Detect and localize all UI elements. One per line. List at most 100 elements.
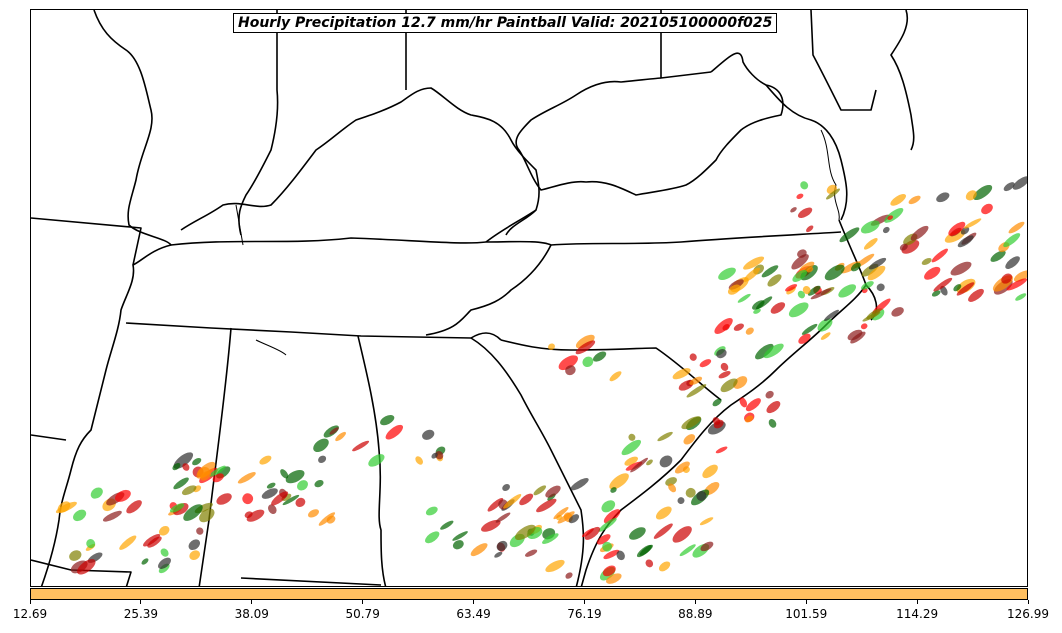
- paintball-blob: [259, 455, 272, 465]
- paintball-blob: [452, 540, 464, 550]
- paintball-blob: [718, 267, 736, 281]
- paintball-blob: [785, 284, 798, 292]
- paintball-blob: [718, 371, 731, 379]
- paintball-blob: [796, 193, 804, 199]
- paintball-blob: [271, 491, 289, 506]
- paintball-blob: [921, 257, 932, 266]
- paintball-blob: [931, 290, 941, 297]
- paintball-blob: [699, 517, 714, 526]
- paintball-blob: [810, 288, 832, 300]
- paintball-blob: [119, 535, 137, 550]
- colorbar-tick-label: 101.59: [785, 607, 828, 621]
- paintball-blob: [329, 427, 339, 435]
- paintball-blob: [624, 456, 638, 466]
- paintball-blob: [1012, 176, 1027, 190]
- paintball-blob: [645, 559, 654, 568]
- paintball-blob: [964, 218, 982, 229]
- paintball-blob: [931, 248, 948, 263]
- paintball-blob: [282, 494, 300, 506]
- paintball-blob: [606, 573, 622, 584]
- paintball-blob: [73, 509, 87, 522]
- ky-tn-va-nc-line: [170, 231, 842, 246]
- paintball-blob: [308, 509, 319, 518]
- tn-south-line: [125, 322, 502, 341]
- paintball-blob: [720, 362, 729, 371]
- paintball-blob: [800, 181, 809, 190]
- paintball-blob: [791, 254, 809, 270]
- paintball-blob: [797, 290, 806, 299]
- paintball-blob: [824, 309, 839, 322]
- fl-ga-line: [240, 577, 382, 586]
- paintball-blob: [860, 323, 868, 330]
- paintball-blob: [380, 414, 395, 426]
- state-boundaries: [31, 10, 915, 586]
- paintball-blob: [968, 288, 984, 302]
- paintball-blob: [196, 527, 204, 535]
- va-md-line: [765, 84, 848, 221]
- paintball-blob: [755, 296, 773, 310]
- nc-sc-line: [500, 339, 722, 401]
- paintball-blob: [1008, 221, 1025, 234]
- paintball-blob: [502, 483, 510, 492]
- paintball-blob: [57, 501, 71, 513]
- paintball-blob: [973, 184, 993, 201]
- paintball-blob: [860, 220, 880, 234]
- ms-al-line: [198, 327, 232, 586]
- paintball-blob: [1001, 273, 1013, 284]
- paintball-blob: [368, 454, 385, 467]
- paintball-blob: [839, 227, 860, 243]
- paintball-blob: [702, 464, 718, 479]
- paintball-blob: [788, 302, 809, 318]
- paintball-blob: [876, 283, 885, 292]
- paintball-blob: [630, 457, 648, 473]
- paintball-blob: [143, 533, 161, 547]
- paintball-blob: [536, 498, 557, 513]
- paintball-blob: [882, 226, 890, 234]
- colorbar-tick-label: 38.09: [234, 607, 269, 621]
- paintball-blob: [838, 284, 857, 298]
- colorbar-tick: [362, 600, 364, 604]
- paintball-blob: [629, 527, 646, 540]
- precipitation-paintballs: [55, 176, 1027, 584]
- paintball-blob: [908, 195, 921, 205]
- paintball-blob: [141, 558, 149, 565]
- paintball-blob: [584, 526, 601, 540]
- paintball-blob: [924, 266, 941, 280]
- paintball-blob: [415, 456, 424, 465]
- paintball-blob: [801, 323, 818, 335]
- paintball-blob: [385, 424, 404, 440]
- paintball-blob: [1005, 256, 1020, 269]
- colorbar-tick-label: 50.79: [345, 607, 380, 621]
- colorbar-tick: [916, 600, 918, 604]
- paintball-blob: [114, 489, 131, 502]
- paintball-blob: [77, 559, 96, 575]
- paintball-blob: [696, 490, 707, 501]
- md-de-line: [810, 10, 877, 111]
- paintball-blob: [601, 500, 616, 513]
- paintball-blob: [431, 452, 438, 459]
- paintball-blob: [610, 487, 617, 493]
- paintball-blob: [425, 506, 438, 516]
- ar-mo-line: [31, 217, 142, 266]
- paintball-blob: [686, 384, 707, 398]
- colorbar-tick: [694, 600, 696, 604]
- paintball-blob: [514, 524, 536, 541]
- paintball-blob: [494, 551, 503, 558]
- paintball-blob: [575, 334, 595, 349]
- map-panel[interactable]: [30, 9, 1028, 587]
- paintball-blob: [655, 506, 672, 520]
- paintball-blob: [565, 572, 573, 579]
- paintball-blob: [352, 440, 370, 452]
- paintball-blob: [714, 318, 733, 334]
- colorbar-tick-label: 126.99: [1007, 607, 1049, 621]
- ohio-river-line: [180, 87, 540, 236]
- paintball-blob: [689, 353, 697, 361]
- paintball-blob: [192, 457, 202, 466]
- paintball-blob: [609, 371, 622, 382]
- paintball-blob: [743, 267, 761, 282]
- colorbar-tick-label: 63.49: [456, 607, 491, 621]
- paintball-blob: [990, 250, 1006, 262]
- paintball-blob: [545, 559, 565, 573]
- paintball-blob: [216, 493, 232, 505]
- paintball-blob: [440, 520, 454, 530]
